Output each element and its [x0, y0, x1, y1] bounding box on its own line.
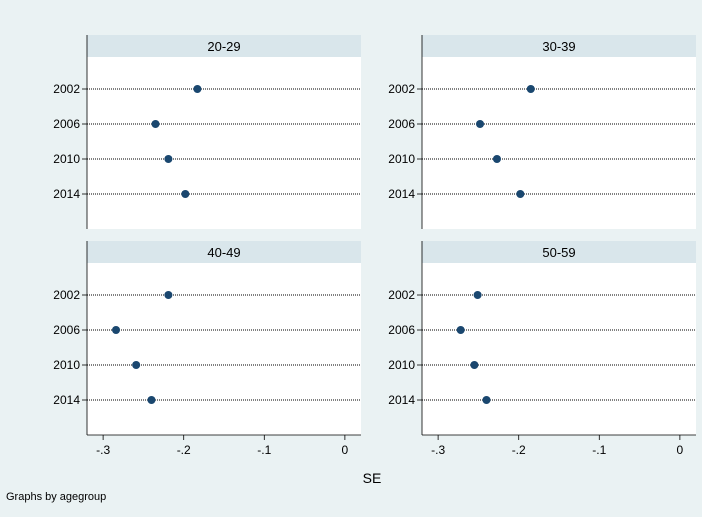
x-axis-panel: -.3 -.2 -.1 0	[422, 434, 696, 457]
y-tick-label: 2010	[388, 152, 415, 166]
data-point	[181, 190, 190, 198]
x-axis-title: SE	[363, 470, 382, 486]
y-tick-label: 2010	[53, 152, 80, 166]
y-tick-label: 2002	[388, 82, 415, 96]
y-tick-label: 2006	[53, 323, 80, 337]
panel-plot-area	[87, 241, 361, 435]
panel-strip	[87, 35, 361, 57]
y-tick-label: 2002	[53, 288, 80, 302]
x-tick-label: -.3	[431, 443, 445, 457]
y-tick-label: 2014	[388, 393, 415, 407]
panel-50-59: 50-59 2002 2006 2010 2014	[388, 241, 696, 435]
panel-20-29: 20-29 2002 2006 2010 2014	[53, 35, 361, 229]
y-tick-label: 2002	[53, 82, 80, 96]
x-tick-label: 0	[677, 443, 684, 457]
panel-title: 30-39	[542, 39, 575, 54]
data-point	[147, 396, 156, 404]
panel-plot-area	[422, 241, 696, 435]
x-tick-label: -.1	[592, 443, 606, 457]
panel-strip	[422, 241, 696, 263]
y-tick-label: 2006	[388, 117, 415, 131]
data-point	[516, 190, 525, 198]
x-axis-panel: -.3 -.2 -.1 0	[87, 434, 361, 457]
y-tick-label: 2010	[388, 358, 415, 372]
x-tick-label: -.1	[257, 443, 271, 457]
panel-strip	[87, 241, 361, 263]
data-point	[473, 291, 482, 299]
data-point	[482, 396, 491, 404]
data-point	[164, 291, 173, 299]
data-point	[112, 326, 121, 334]
panel-plot-area	[422, 35, 696, 229]
data-point	[492, 155, 501, 163]
data-point	[456, 326, 465, 334]
x-tick-label: -.3	[96, 443, 110, 457]
panel-40-49: 40-49 2002 2006 2010 2014	[53, 241, 361, 435]
y-tick-label: 2014	[53, 393, 80, 407]
data-point	[164, 155, 173, 163]
y-tick-label: 2010	[53, 358, 80, 372]
y-tick-label: 2014	[388, 187, 415, 201]
panel-plot-area	[87, 35, 361, 229]
data-point	[151, 120, 160, 128]
y-tick-label: 2006	[388, 323, 415, 337]
panel-title: 20-29	[207, 39, 240, 54]
data-point	[132, 361, 141, 369]
panel-30-39: 30-39 2002 2006 2010 2014	[388, 35, 696, 229]
x-tick-label: -.2	[512, 443, 526, 457]
x-axis: -.3 -.2 -.1 0 -.3 -.2 -.1 0	[87, 434, 696, 457]
panel-strip	[422, 35, 696, 57]
panel-title: 40-49	[207, 245, 240, 260]
panels: 20-29200220062010201430-3920022006201020…	[53, 35, 696, 435]
panel-title: 50-59	[542, 245, 575, 260]
y-tick-label: 2006	[53, 117, 80, 131]
graph-note: Graphs by agegroup	[6, 491, 106, 503]
x-tick-label: -.2	[177, 443, 191, 457]
data-point	[526, 85, 535, 93]
y-tick-label: 2014	[53, 187, 80, 201]
x-tick-label: 0	[342, 443, 349, 457]
data-point	[476, 120, 485, 128]
data-point	[470, 361, 479, 369]
y-tick-label: 2002	[388, 288, 415, 302]
data-point	[193, 85, 202, 93]
